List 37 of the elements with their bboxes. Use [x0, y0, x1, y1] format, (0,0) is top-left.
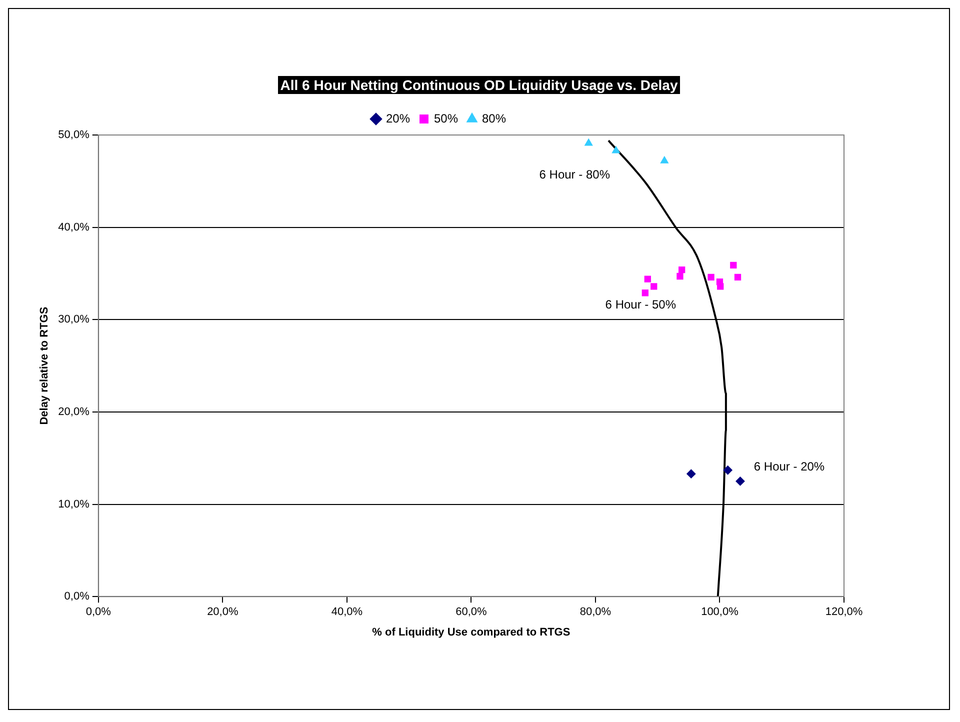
- point: [584, 138, 593, 146]
- point: [678, 266, 686, 274]
- point: [686, 469, 696, 478]
- x-axis-title: % of Liquidity Use compared to RTGS: [372, 626, 570, 638]
- y-tick-label: 50,0%: [58, 129, 90, 142]
- point: [723, 466, 732, 475]
- x-tick-label: 0,0%: [86, 606, 112, 618]
- y-tick-label: 30,0%: [58, 314, 90, 326]
- legend-label: 20%: [386, 111, 410, 126]
- point: [644, 276, 651, 282]
- x-tick-label: 120,0%: [825, 606, 863, 618]
- legend-label: 50%: [434, 111, 458, 126]
- y-tick-label: 20,0%: [58, 406, 90, 418]
- point: [717, 283, 724, 290]
- legend-label: 80%: [482, 111, 506, 126]
- x-tick-label: 100,0%: [701, 606, 739, 618]
- annotation: 6 Hour - 50%: [605, 297, 676, 312]
- x-tick-label: 80,0%: [580, 606, 612, 618]
- point: [734, 274, 742, 280]
- y-tick-label: 10,0%: [58, 498, 90, 510]
- point: [612, 146, 620, 154]
- point: [660, 156, 668, 164]
- y-tick-label: 40,0%: [58, 221, 90, 234]
- x-tick-label: 60,0%: [456, 606, 488, 618]
- point: [650, 283, 658, 290]
- point: [736, 476, 745, 486]
- y-axis-title: Delay relative to RTGS: [38, 306, 51, 425]
- point: [642, 290, 648, 296]
- x-tick-label: 40,0%: [331, 606, 363, 618]
- annotation: 6 Hour - 20%: [754, 460, 825, 474]
- y-tick-label: 0,0%: [64, 590, 90, 603]
- point: [676, 272, 684, 280]
- x-tick-label: 20,0%: [207, 606, 238, 618]
- chart-title: All 6 Hour Netting Continuous OD Liquidity Usage vs. Delay: [278, 76, 680, 94]
- annotation: 6 Hour - 80%: [539, 168, 610, 182]
- point: [730, 262, 737, 268]
- point: [708, 274, 714, 280]
